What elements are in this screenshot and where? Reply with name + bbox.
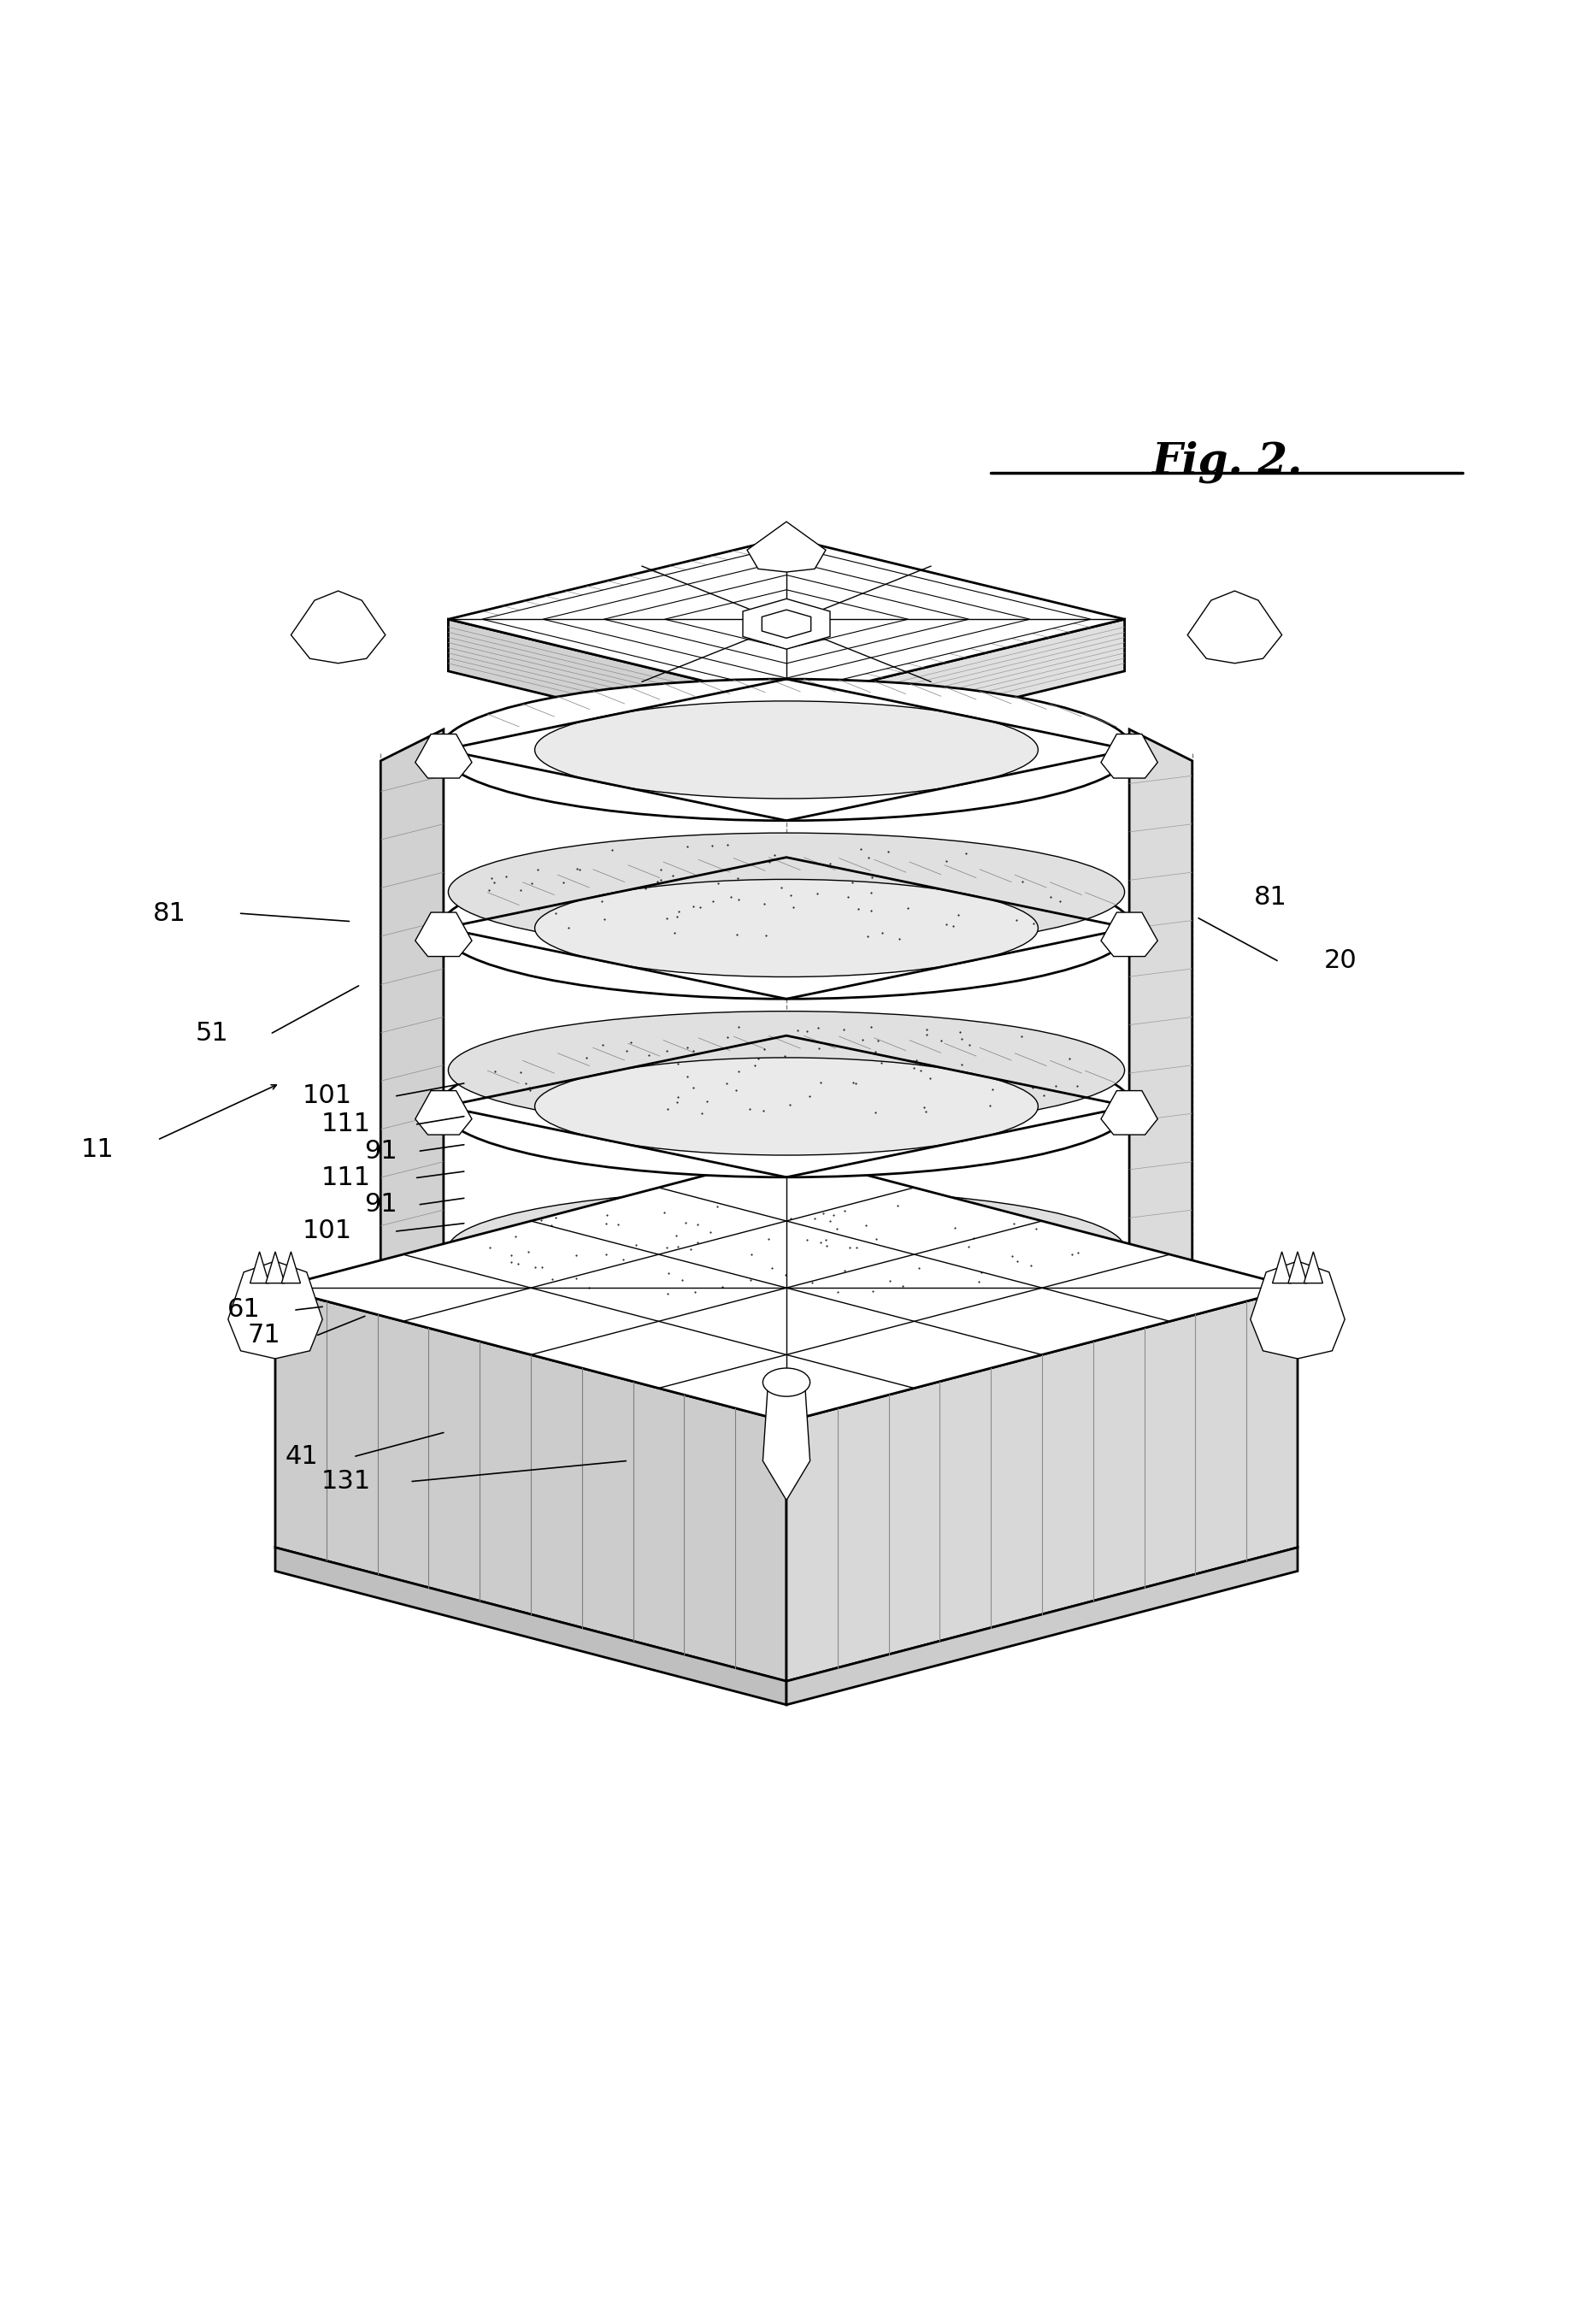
- Polygon shape: [266, 1253, 285, 1283]
- Polygon shape: [275, 1548, 786, 1706]
- Polygon shape: [281, 1253, 300, 1283]
- Polygon shape: [415, 1090, 472, 1134]
- Ellipse shape: [762, 1369, 810, 1397]
- Ellipse shape: [448, 1011, 1124, 1129]
- Ellipse shape: [440, 1037, 1132, 1178]
- Text: 20: 20: [1322, 948, 1357, 974]
- Text: 101: 101: [302, 1218, 352, 1243]
- Ellipse shape: [440, 858, 1132, 999]
- Polygon shape: [762, 1390, 810, 1501]
- Polygon shape: [275, 1287, 786, 1680]
- Polygon shape: [542, 560, 1030, 679]
- Polygon shape: [761, 609, 811, 639]
- Ellipse shape: [534, 878, 1038, 976]
- Polygon shape: [1129, 730, 1192, 1304]
- Text: 61: 61: [226, 1297, 261, 1322]
- Polygon shape: [786, 618, 1124, 753]
- Polygon shape: [228, 1262, 322, 1360]
- Ellipse shape: [440, 679, 1132, 820]
- Polygon shape: [250, 1253, 269, 1283]
- Ellipse shape: [448, 1190, 1124, 1308]
- Text: 111: 111: [321, 1164, 371, 1190]
- Polygon shape: [604, 574, 968, 662]
- Polygon shape: [415, 734, 472, 779]
- Polygon shape: [786, 1548, 1297, 1706]
- Polygon shape: [1100, 1090, 1157, 1134]
- Text: 91: 91: [363, 1192, 398, 1218]
- Polygon shape: [747, 521, 825, 572]
- Polygon shape: [1303, 1253, 1322, 1283]
- Text: 71: 71: [247, 1322, 281, 1348]
- Text: 41: 41: [285, 1443, 319, 1469]
- Polygon shape: [1250, 1262, 1344, 1360]
- Polygon shape: [742, 600, 830, 648]
- Text: 111: 111: [321, 1111, 371, 1136]
- Polygon shape: [1100, 734, 1157, 779]
- Polygon shape: [1187, 590, 1281, 662]
- Text: 11: 11: [80, 1136, 115, 1162]
- Polygon shape: [380, 730, 443, 1304]
- Text: 81: 81: [152, 902, 187, 925]
- Polygon shape: [1272, 1253, 1291, 1283]
- Polygon shape: [665, 590, 907, 648]
- Polygon shape: [415, 913, 472, 957]
- Polygon shape: [275, 1155, 1297, 1422]
- Polygon shape: [291, 590, 385, 662]
- Polygon shape: [786, 1287, 1297, 1680]
- Polygon shape: [1100, 913, 1157, 957]
- Polygon shape: [483, 546, 1091, 693]
- Ellipse shape: [448, 832, 1124, 951]
- Text: 101: 101: [302, 1083, 352, 1109]
- Polygon shape: [747, 741, 825, 792]
- Text: 91: 91: [363, 1139, 398, 1164]
- Polygon shape: [448, 618, 786, 753]
- Ellipse shape: [534, 1057, 1038, 1155]
- Text: Fig. 2.: Fig. 2.: [1151, 442, 1302, 483]
- Polygon shape: [448, 537, 1124, 702]
- Ellipse shape: [534, 702, 1038, 799]
- Text: 51: 51: [195, 1020, 230, 1046]
- Text: 81: 81: [1253, 885, 1287, 911]
- Polygon shape: [1287, 1253, 1306, 1283]
- Text: 131: 131: [321, 1469, 371, 1494]
